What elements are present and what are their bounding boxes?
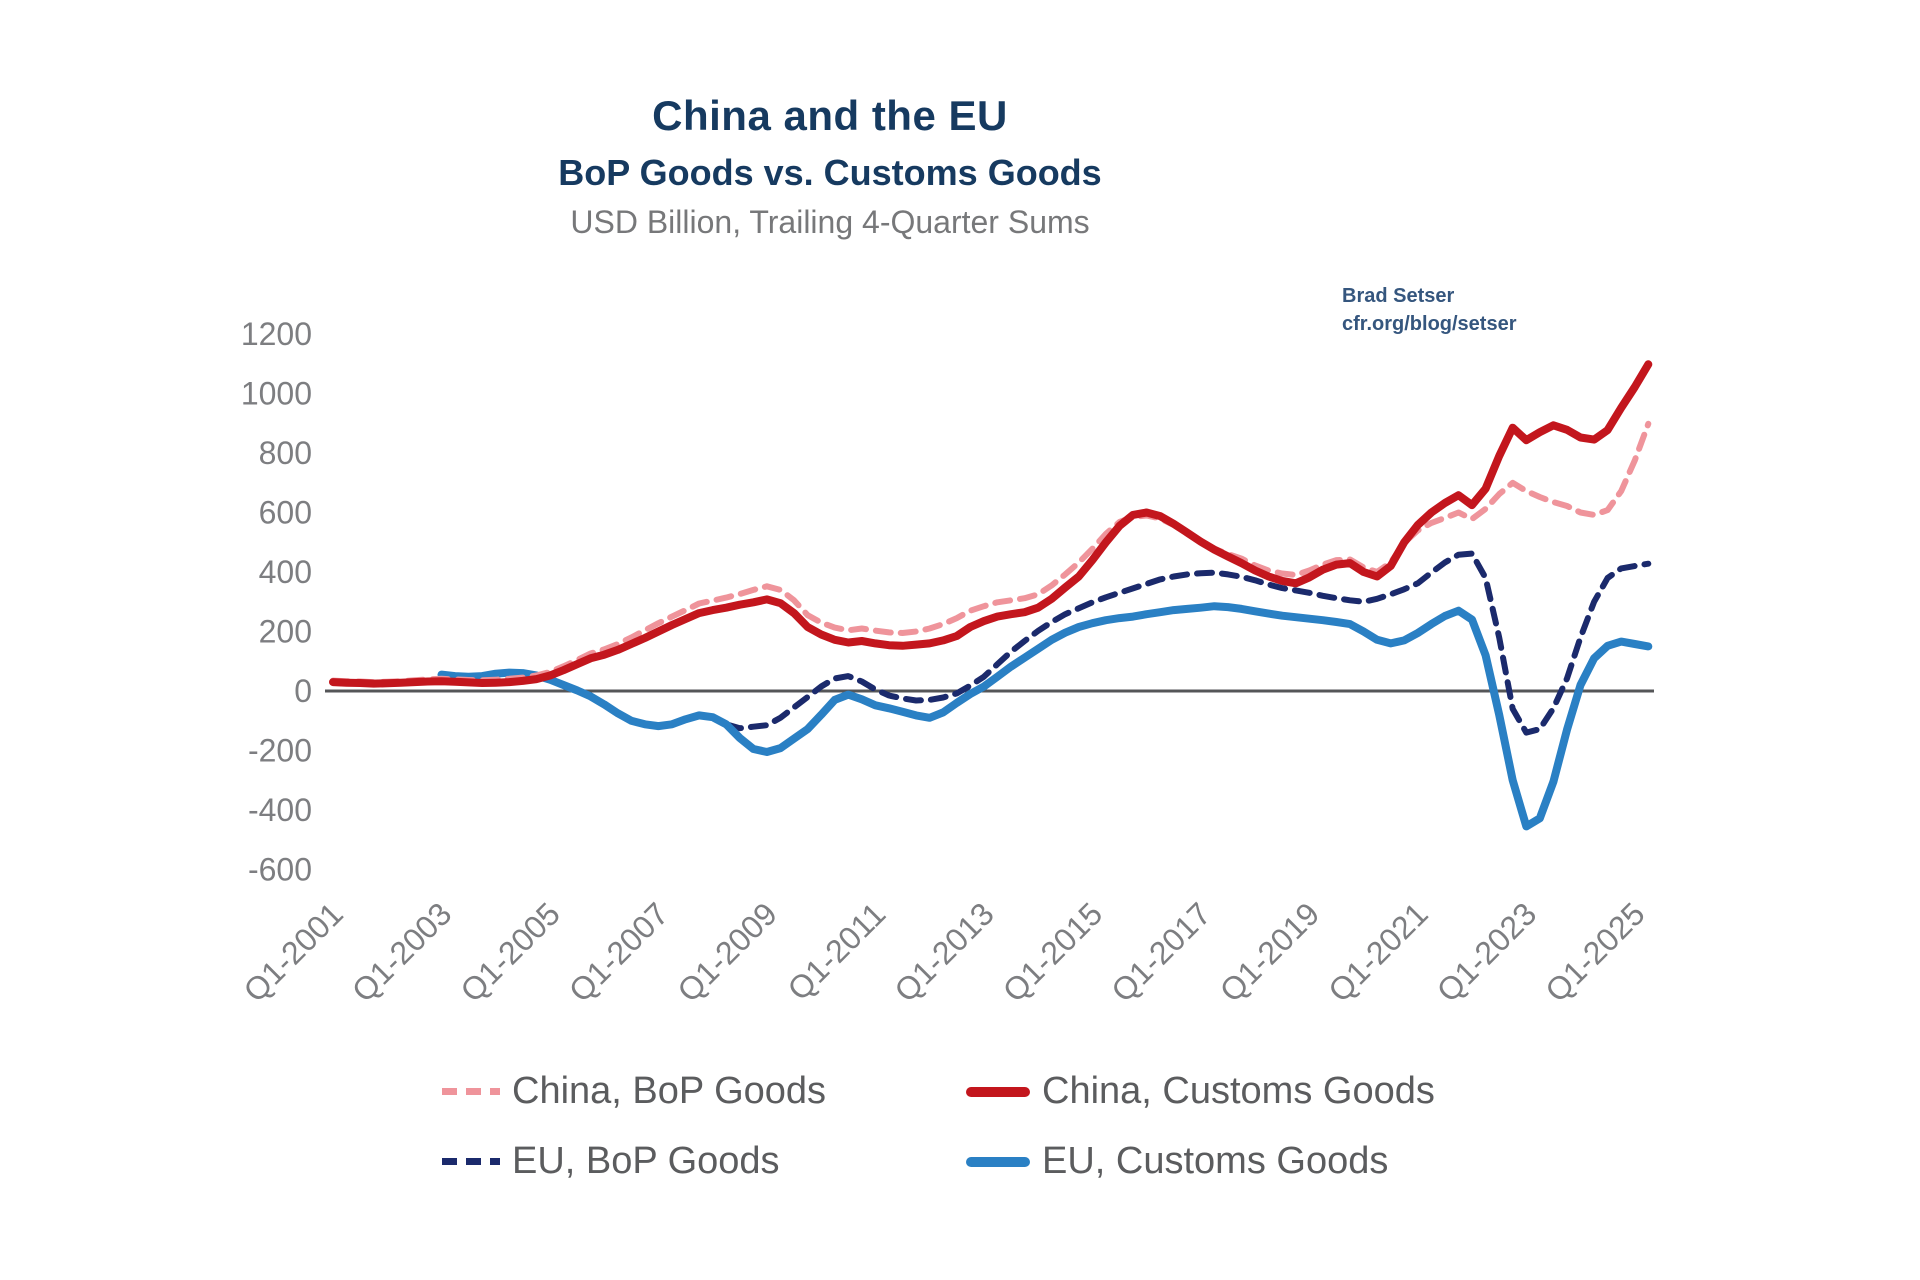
legend-item-china-bop: China, BoP Goods [442, 1070, 826, 1113]
attribution: Brad Setser cfr.org/blog/setser [1342, 282, 1517, 338]
y-tick-label: 1200 [241, 316, 312, 352]
series-line-china-customs-goods [329, 360, 1653, 688]
x-tick-label: Q1-2005 [453, 895, 567, 1009]
legend: China, BoP Goods China, Customs Goods EU… [0, 1052, 1920, 1232]
series-line-china-bop-goods [330, 420, 1652, 686]
x-tick-label: Q1-2003 [345, 895, 459, 1009]
x-tick-label: Q1-2025 [1538, 895, 1652, 1009]
title-block: China and the EU BoP Goods vs. Customs G… [0, 92, 1660, 241]
legend-label: China, BoP Goods [512, 1070, 827, 1112]
x-tick-label: Q1-2019 [1213, 895, 1327, 1009]
attribution-author: Brad Setser [1342, 285, 1455, 307]
y-tick-label: 0 [294, 673, 312, 709]
chart-units-note: USD Billion, Trailing 4-Quarter Sums [570, 204, 1090, 240]
chart-subtitle: BoP Goods vs. Customs Goods [558, 152, 1102, 193]
x-tick-label: Q1-2023 [1430, 895, 1544, 1009]
legend-item-eu-customs: EU, Customs Goods [966, 1140, 1388, 1183]
series-line-eu-customs-goods [437, 602, 1653, 831]
x-tick-label: Q1-2001 [236, 895, 350, 1009]
x-tick-label: Q1-2017 [1104, 895, 1218, 1009]
attribution-source: cfr.org/blog/setser [1342, 313, 1517, 335]
x-tick-label: Q1-2013 [887, 895, 1001, 1009]
legend-item-china-customs: China, Customs Goods [966, 1070, 1435, 1113]
legend-item-eu-bop: EU, BoP Goods [442, 1140, 780, 1183]
y-tick-label: 400 [259, 554, 312, 590]
chart-title: China and the EU [652, 92, 1008, 139]
x-tick-label: Q1-2009 [670, 895, 784, 1009]
legend-label: EU, BoP Goods [512, 1140, 780, 1182]
y-tick-label: -600 [248, 852, 312, 888]
y-axis-labels: 1200 1000 800 600 400 200 0 -200 -400 -600 [241, 316, 312, 888]
legend-swatch-eu-customs-solid-line [966, 1156, 1030, 1167]
x-tick-label: Q1-2007 [562, 895, 676, 1009]
y-tick-label: 1000 [241, 376, 312, 412]
x-tick-label: Q1-2015 [996, 895, 1110, 1009]
y-tick-label: 200 [259, 614, 312, 650]
y-tick-label: -400 [248, 792, 312, 828]
legend-swatch-eu-bop-dashed-line [442, 1158, 500, 1165]
y-tick-label: -200 [248, 733, 312, 769]
x-tick-label: Q1-2011 [781, 895, 893, 1007]
y-tick-label: 800 [259, 435, 312, 471]
legend-label: China, Customs Goods [1042, 1070, 1435, 1112]
legend-swatch-china-bop-dashed-line [442, 1088, 500, 1095]
legend-label: EU, Customs Goods [1042, 1140, 1389, 1182]
x-tick-label: Q1-2021 [1321, 895, 1435, 1009]
legend-swatch-china-customs-solid-line [966, 1086, 1030, 1097]
x-axis-labels: Q1-2001Q1-2003Q1-2005Q1-2007Q1-2009Q1-20… [236, 895, 1651, 1009]
y-tick-label: 600 [259, 495, 312, 531]
